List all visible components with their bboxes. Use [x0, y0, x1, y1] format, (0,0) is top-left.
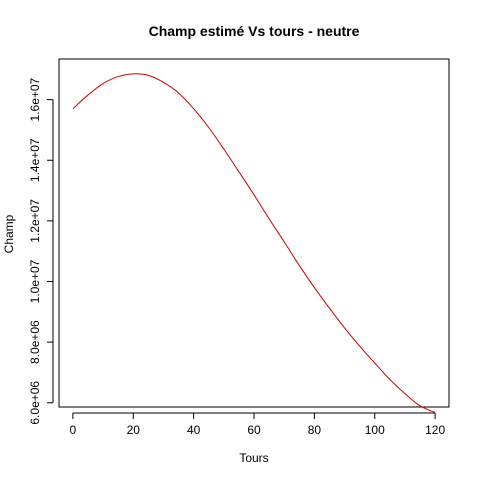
y-tick-label: 1.6e+07 — [28, 77, 42, 121]
y-tick-label: 1.0e+07 — [28, 259, 42, 303]
x-tick-label: 60 — [247, 423, 261, 437]
x-axis-label: Tours — [239, 451, 268, 465]
series-layer — [72, 73, 436, 413]
plot-area — [58, 58, 450, 408]
y-tick-label: 1.2e+07 — [28, 199, 42, 243]
y-tick-label: 6.0e+06 — [28, 381, 42, 425]
x-tick-label: 80 — [308, 423, 322, 437]
x-tick-label: 20 — [127, 423, 141, 437]
y-tick-label: 8.0e+06 — [28, 320, 42, 364]
y-axis-label: Champ — [2, 214, 16, 253]
x-axis: 0 20 40 60 80 100 120 — [70, 412, 445, 437]
y-tick-label: 1.4e+07 — [28, 138, 42, 182]
x-tick-label: 100 — [365, 423, 385, 437]
x-tick-label: 0 — [70, 423, 77, 437]
y-axis: 6.0e+06 8.0e+06 1.0e+07 1.2e+07 1.4e+07 1.6e+… — [28, 77, 54, 425]
series-line — [72, 73, 436, 413]
x-tick-label: 120 — [425, 423, 445, 437]
x-tick-label: 40 — [187, 423, 201, 437]
chart-title: Champ estimé Vs tours - neutre — [149, 23, 360, 39]
